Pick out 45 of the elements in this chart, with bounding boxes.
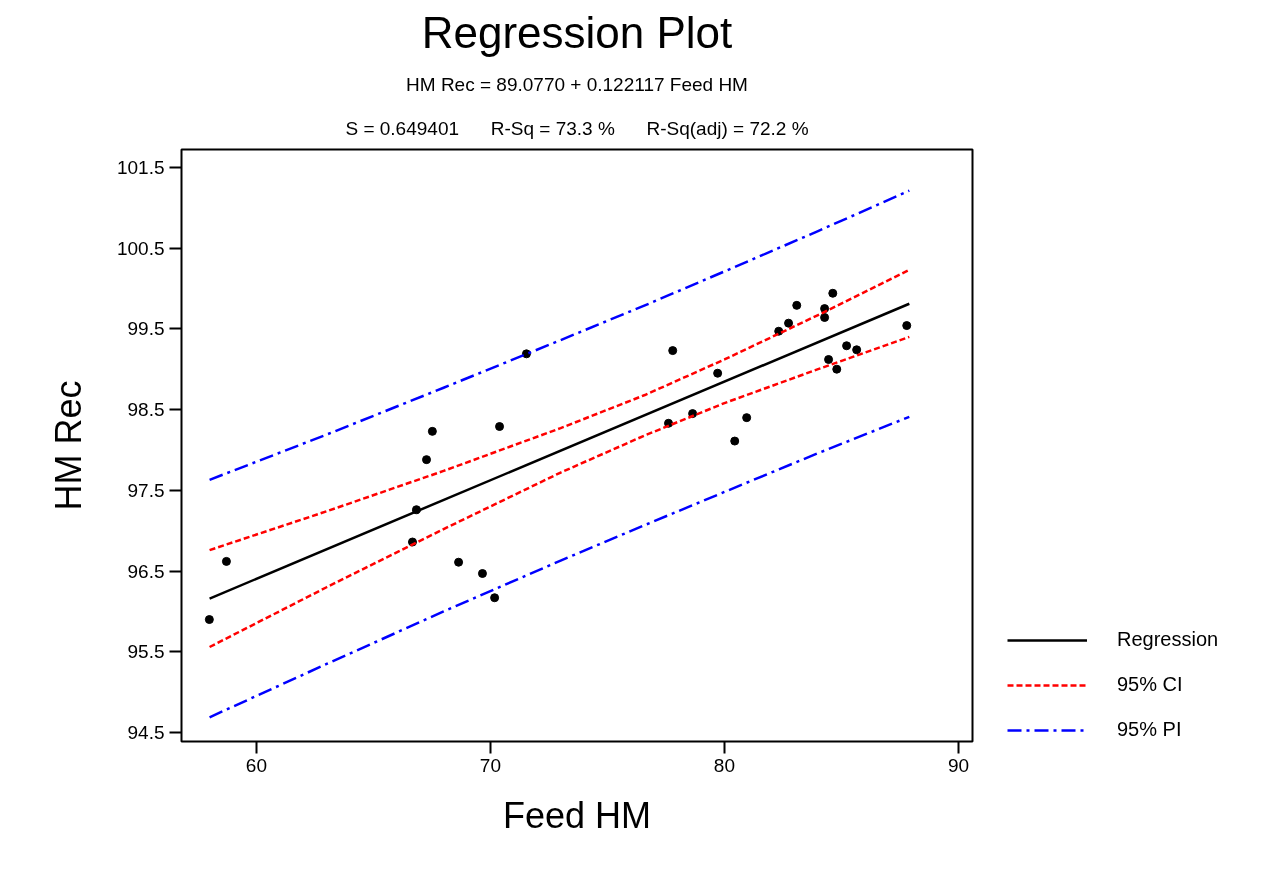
point (427, 426, 437, 436)
legend-label: Regression (1117, 628, 1219, 651)
x-tick-label: 90 (947, 754, 970, 776)
point (784, 318, 794, 328)
point (902, 321, 912, 331)
y-axis-title: HM Rec (47, 380, 89, 511)
x-tick-label: 80 (713, 754, 736, 776)
point (742, 413, 752, 423)
line-series (208, 415, 911, 719)
x-axis-title: Feed HM (502, 794, 652, 836)
point (204, 615, 214, 625)
point (477, 569, 487, 578)
point (820, 313, 830, 322)
legend-label: 95% PI (1117, 718, 1182, 741)
y-tick-label: 100.5 (116, 237, 165, 259)
point (730, 436, 740, 446)
point (422, 455, 432, 465)
y-tick-label: 95.5 (127, 641, 165, 663)
y-tick-label: 96.5 (127, 560, 165, 582)
line-series (208, 189, 911, 482)
point (792, 300, 802, 310)
legend-label: 95% CI (1117, 673, 1183, 696)
y-tick-label: 94.5 (127, 722, 165, 744)
point (828, 288, 838, 298)
chart-subtitle: HM Rec = 89.0770 + 0.122117 Feed HM (406, 73, 748, 95)
x-tick-label: 60 (245, 754, 267, 776)
point (713, 368, 723, 378)
y-tick-label: 99.5 (127, 318, 165, 340)
y-tick-label: 98.5 (127, 399, 165, 421)
text: S = 0.649401 R-Sq = 73.3 % R-Sq(adj) = 72.2 % (345, 117, 809, 139)
point (668, 346, 678, 356)
y-tick-label: 101.5 (116, 156, 165, 178)
y-tick-label: 97.5 (127, 479, 165, 501)
point (842, 341, 852, 351)
line-series (208, 268, 911, 552)
point (490, 593, 500, 603)
point (832, 364, 842, 374)
x-tick-label: 70 (479, 754, 501, 776)
line-series (208, 335, 911, 649)
point (495, 422, 505, 432)
point (824, 354, 834, 364)
chart-title: Regression Plot (421, 7, 733, 57)
point (454, 557, 464, 567)
point (852, 345, 862, 355)
point (221, 556, 231, 566)
